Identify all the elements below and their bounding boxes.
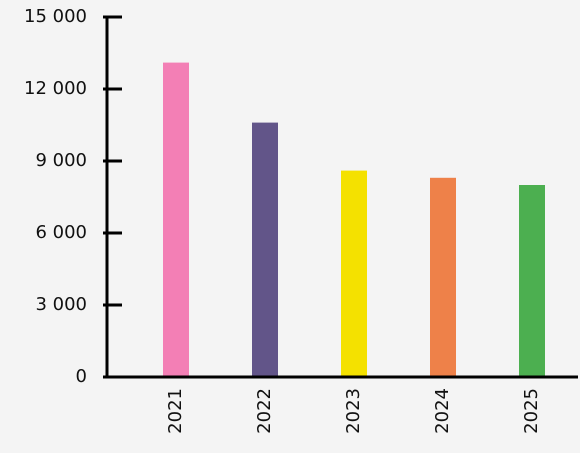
bar [341, 170, 367, 377]
y-tick-label: 3 000 [35, 294, 87, 315]
bar [519, 185, 545, 377]
y-tick-label: 12 000 [24, 78, 87, 99]
bar [252, 122, 278, 377]
x-tick-label: 2023 [343, 388, 364, 434]
y-tick-label: 15 000 [24, 6, 87, 27]
y-tick-label: 9 000 [35, 150, 87, 171]
bar [430, 177, 456, 377]
x-tick-label: 2021 [165, 388, 186, 434]
x-tick-label: 2022 [254, 388, 275, 434]
x-tick-label: 2024 [432, 388, 453, 434]
bar [163, 62, 189, 377]
y-tick-label: 0 [76, 366, 87, 387]
x-tick-label: 2025 [521, 388, 542, 434]
y-tick-label: 6 000 [35, 222, 87, 243]
